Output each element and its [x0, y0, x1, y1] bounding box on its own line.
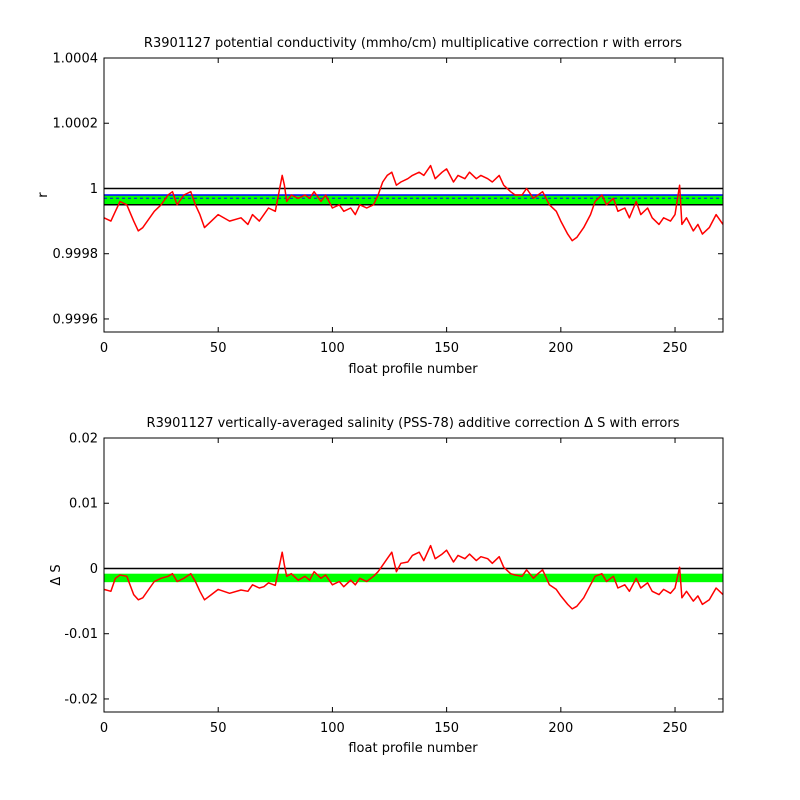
top-y-tick-label: 0.9996 — [53, 312, 99, 327]
bottom-chart-title: R3901127 vertically-averaged salinity (P… — [147, 416, 680, 431]
top-axes-box — [103, 57, 724, 333]
top-x-tick-label: 100 — [320, 341, 345, 356]
bottom-y-tick-label: -0.01 — [64, 627, 98, 642]
top-x-axis-label: float profile number — [348, 362, 478, 377]
top-series-line — [103, 164, 724, 242]
bottom-y-tick-label: 0 — [90, 562, 98, 577]
top-plot-area — [103, 164, 724, 242]
top-y-tick-label: 1 — [90, 182, 98, 197]
bottom-x-tick-label: 0 — [100, 721, 108, 736]
bottom-error-band — [104, 573, 723, 583]
bottom-x-tick-label: 100 — [320, 721, 345, 736]
top-y-axis-label: r — [36, 192, 51, 198]
bottom-y-tick-label: 0.02 — [69, 432, 98, 447]
bottom-series-line — [103, 544, 724, 610]
top-x-tick-label: 250 — [663, 341, 688, 356]
top-error-band — [104, 195, 723, 205]
bottom-x-tick-label: 250 — [663, 721, 688, 736]
bottom-ticks: 0 50 100 150 200 250 -0.02 -0.01 0 0.01 0.02 — [64, 432, 723, 736]
top-y-tick-label: 1.0002 — [53, 117, 99, 132]
top-chart-title: R3901127 potential conductivity (mmho/cm… — [144, 36, 682, 51]
bottom-x-tick-label: 150 — [434, 721, 459, 736]
top-x-tick-label: 200 — [548, 341, 573, 356]
top-x-tick-label: 0 — [100, 341, 108, 356]
bottom-x-tick-label: 50 — [210, 721, 227, 736]
bottom-plot-area — [103, 544, 724, 610]
top-y-tick-label: 0.9998 — [53, 247, 99, 262]
bottom-y-axis-label: Δ S — [49, 564, 64, 585]
bottom-x-axis-label: float profile number — [348, 741, 478, 756]
top-ticks: 0 50 100 150 200 250 0.9996 0.9998 1 1.0002 1.0004 — [53, 52, 723, 356]
top-x-tick-label: 50 — [210, 341, 227, 356]
bottom-y-tick-label: -0.02 — [64, 692, 98, 707]
top-chart: R3901127 potential conductivity (mmho/cm… — [36, 36, 724, 377]
top-x-tick-label: 150 — [434, 341, 459, 356]
bottom-y-tick-label: 0.01 — [69, 497, 98, 512]
bottom-chart: R3901127 vertically-averaged salinity (P… — [49, 416, 724, 756]
bottom-axes-box — [103, 437, 724, 713]
bottom-x-tick-label: 200 — [548, 721, 573, 736]
top-y-tick-label: 1.0004 — [53, 52, 99, 67]
